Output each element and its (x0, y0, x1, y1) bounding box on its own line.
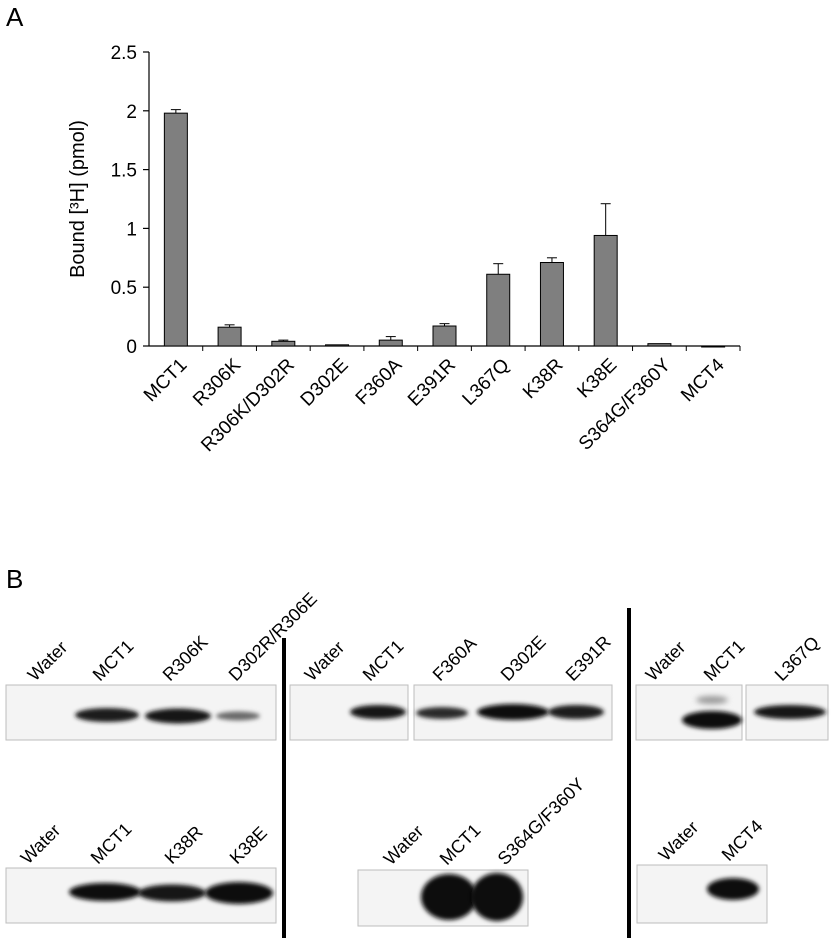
lane-label: MCT4 (718, 816, 767, 865)
panel-b-label: B (6, 564, 23, 594)
bar (217, 326, 242, 347)
bar (325, 344, 350, 347)
lane-label: F360A (429, 633, 481, 685)
lane-label: Water (17, 820, 65, 868)
blot-row1-group1-lanes: Water MCT1 R306K D302R/R306E (24, 589, 321, 685)
band (696, 696, 728, 704)
blot-row2-group2-lanes: Water MCT1 S364G/F360Y (380, 774, 589, 869)
band (707, 878, 759, 900)
band (477, 704, 549, 720)
lane-label: E391R (562, 632, 615, 685)
bar (378, 339, 403, 347)
y-ticks: 0 0.5 1 1.5 2 2.5 (111, 43, 149, 358)
blot-row1-group1 (5, 684, 277, 741)
band (205, 882, 273, 904)
lane-label: D302E (497, 632, 550, 685)
band (416, 707, 468, 719)
blot-row2-group3 (636, 864, 768, 924)
bars (163, 109, 726, 348)
band (471, 873, 523, 921)
lane-label: Water (380, 821, 428, 869)
blot-row2-group1-lanes: Water MCT1 K38R K38E (17, 819, 271, 868)
band (421, 874, 477, 920)
lane-label: Water (655, 817, 703, 865)
x-tick-label: D302E (297, 355, 353, 411)
x-tick-label: L367Q (459, 355, 514, 410)
bar (163, 112, 188, 347)
band (548, 705, 604, 719)
lane-label: MCT1 (89, 636, 138, 685)
y-tick-label: 1 (126, 219, 137, 240)
blot-row2-group2 (357, 869, 529, 927)
blot-row2-group1 (5, 867, 277, 924)
bar (539, 262, 564, 347)
band (682, 711, 742, 729)
lane-label: Water (301, 637, 349, 685)
lane-label: R306K (159, 632, 212, 685)
band (69, 883, 141, 901)
x-tick-label: MCT4 (677, 354, 729, 406)
lane-label: MCT1 (436, 820, 485, 869)
blot-row1-group2-lanes: Water MCT1 F360A D302E E391R (301, 632, 615, 685)
x-tick-label: F360A (352, 354, 407, 409)
lane-label: K38R (161, 822, 207, 868)
x-tick-label: E391R (404, 355, 460, 411)
x-tick-label: K38R (519, 355, 567, 403)
lane-label: S364G/F360Y (494, 774, 589, 869)
blot-row1-group3-lanes: Water MCT1 L367Q (642, 632, 823, 684)
y-tick-label: 0.5 (111, 278, 137, 299)
lane-label: MCT1 (87, 819, 136, 868)
lane-label: K38E (226, 823, 271, 868)
y-tick-label: 0 (126, 337, 137, 358)
bar (486, 273, 511, 347)
lane-label: MCT1 (700, 636, 749, 685)
lane-label: Water (24, 637, 72, 685)
bar (271, 340, 296, 347)
panel-a-label: A (6, 2, 24, 32)
y-axis-title: Bound [³H] (pmol) (67, 120, 89, 278)
lane-label: L367Q (771, 632, 823, 684)
y-tick-label: 1.5 (111, 161, 137, 182)
bar (432, 325, 457, 347)
band (350, 705, 406, 719)
blot-row2-group3-lanes: Water MCT4 (655, 816, 767, 865)
x-tick-label: MCT1 (140, 355, 191, 406)
bar (647, 343, 672, 347)
blot-row1-group3 (635, 684, 829, 741)
x-tick-label: S364G/F360Y (575, 354, 675, 454)
band (754, 705, 826, 719)
x-tick-label: K38E (573, 355, 621, 403)
x-tick-label: R306K/D302R (197, 355, 298, 456)
y-tick-label: 2 (126, 102, 137, 123)
band (216, 711, 260, 721)
bar (593, 234, 618, 347)
band (138, 884, 206, 902)
band (145, 708, 211, 724)
band (75, 708, 139, 722)
blot-row1-group2 (289, 684, 613, 741)
bar (701, 345, 726, 348)
lane-label: MCT1 (359, 636, 408, 685)
lane-label: Water (642, 637, 690, 685)
y-tick-label: 2.5 (111, 43, 137, 64)
